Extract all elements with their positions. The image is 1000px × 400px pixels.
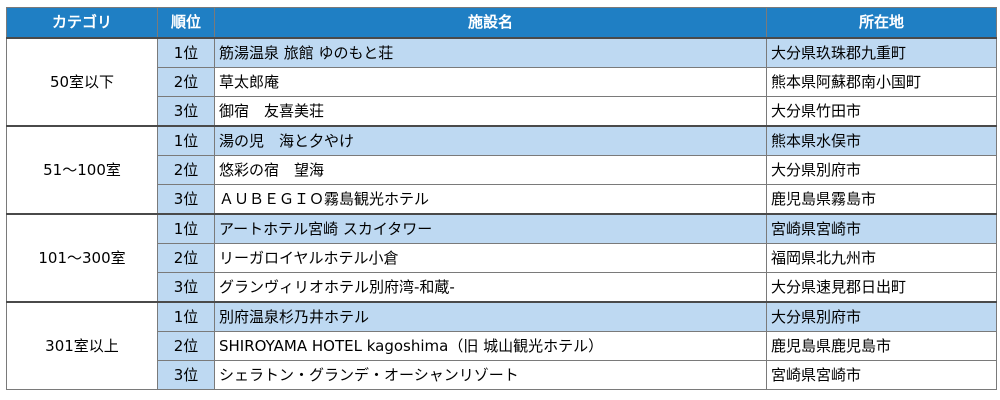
table-row: 2位 リーガロイヤルホテル小倉 福岡県北九州市 <box>7 243 997 273</box>
location-cell: 大分県別府市 <box>766 301 997 332</box>
table-row: 2位 悠彩の宿 望海 大分県別府市 <box>7 155 997 185</box>
table-row: 2位 草太郎庵 熊本県阿蘇郡南小国町 <box>7 67 997 97</box>
rank-cell: 2位 <box>157 243 215 273</box>
facility-name-cell: リーガロイヤルホテル小倉 <box>214 243 767 273</box>
facility-name-cell: シェラトン・グランデ・オーシャンリゾート <box>214 360 767 390</box>
location-cell: 熊本県阿蘇郡南小国町 <box>766 67 997 97</box>
table-row: 51～100室 1位 湯の児 海と夕やけ 熊本県水俣市 <box>6 125 997 215</box>
table-row: 301室以上 1位 別府温泉杉乃井ホテル 大分県別府市 <box>6 301 997 390</box>
header-rank: 順位 <box>157 7 215 39</box>
header-row: カテゴリ 順位 施設名 所在地 <box>6 7 997 39</box>
table-row: 50室以下 1位 筋湯温泉 旅館 ゆのもと荘 大分県玖珠郡九重町 <box>6 37 997 127</box>
location-cell: 宮崎県宮崎市 <box>766 360 997 390</box>
location-cell: 大分県竹田市 <box>766 96 997 127</box>
rank-cell: 3位 <box>157 96 215 127</box>
table-row: 3位 ＡＵＢＥＧＩＯ霧島観光ホテル 鹿児島県霧島市 <box>7 184 997 215</box>
rank-cell: 3位 <box>157 272 215 303</box>
category-cell: 51～100室 <box>6 125 158 215</box>
location-cell: 大分県速見郡日出町 <box>766 272 997 303</box>
facility-name-cell: 悠彩の宿 望海 <box>214 155 767 185</box>
location-cell: 熊本県水俣市 <box>766 125 997 156</box>
header-facility: 施設名 <box>214 7 767 39</box>
rank-cell: 2位 <box>157 67 215 97</box>
header-location: 所在地 <box>766 7 997 39</box>
facility-name-cell: 筋湯温泉 旅館 ゆのもと荘 <box>214 37 767 68</box>
rank-cell: 3位 <box>157 184 215 215</box>
rank-cell: 2位 <box>157 331 215 361</box>
table-row: 3位 御宿 友喜美荘 大分県竹田市 <box>7 96 997 127</box>
facility-name-cell: 湯の児 海と夕やけ <box>214 125 767 156</box>
table-row: 101～300室 1位 アートホテル宮崎 スカイタワー 宮崎県宮崎市 <box>6 213 997 303</box>
location-cell: 鹿児島県鹿児島市 <box>766 331 997 361</box>
ranking-table: カテゴリ 順位 施設名 所在地 50室以下 1位 筋湯温泉 旅館 ゆのもと荘 大… <box>6 7 997 390</box>
facility-name-cell: グランヴィリオホテル別府湾-和蔵- <box>214 272 767 303</box>
facility-name-cell: 草太郎庵 <box>214 67 767 97</box>
location-cell: 宮崎県宮崎市 <box>766 213 997 244</box>
table-row: 2位 SHIROYAMA HOTEL kagoshima（旧 城山観光ホテル） … <box>7 331 997 361</box>
rank-cell: 3位 <box>157 360 215 390</box>
category-cell: 50室以下 <box>6 37 158 127</box>
facility-name-cell: ＡＵＢＥＧＩＯ霧島観光ホテル <box>214 184 767 215</box>
header-category: カテゴリ <box>6 7 158 39</box>
location-cell: 大分県別府市 <box>766 155 997 185</box>
facility-name-cell: SHIROYAMA HOTEL kagoshima（旧 城山観光ホテル） <box>214 331 767 361</box>
facility-name-cell: 御宿 友喜美荘 <box>214 96 767 127</box>
category-cell: 101～300室 <box>6 213 158 303</box>
location-cell: 鹿児島県霧島市 <box>766 184 997 215</box>
location-cell: 大分県玖珠郡九重町 <box>766 37 997 68</box>
category-cell: 301室以上 <box>6 301 158 390</box>
rank-cell: 1位 <box>157 125 215 156</box>
facility-name-cell: アートホテル宮崎 スカイタワー <box>214 213 767 244</box>
rank-cell: 1位 <box>157 301 215 332</box>
rank-cell: 1位 <box>157 213 215 244</box>
rank-cell: 1位 <box>157 37 215 68</box>
facility-name-cell: 別府温泉杉乃井ホテル <box>214 301 767 332</box>
rank-cell: 2位 <box>157 155 215 185</box>
table-row: 3位 シェラトン・グランデ・オーシャンリゾート 宮崎県宮崎市 <box>7 360 997 390</box>
location-cell: 福岡県北九州市 <box>766 243 997 273</box>
